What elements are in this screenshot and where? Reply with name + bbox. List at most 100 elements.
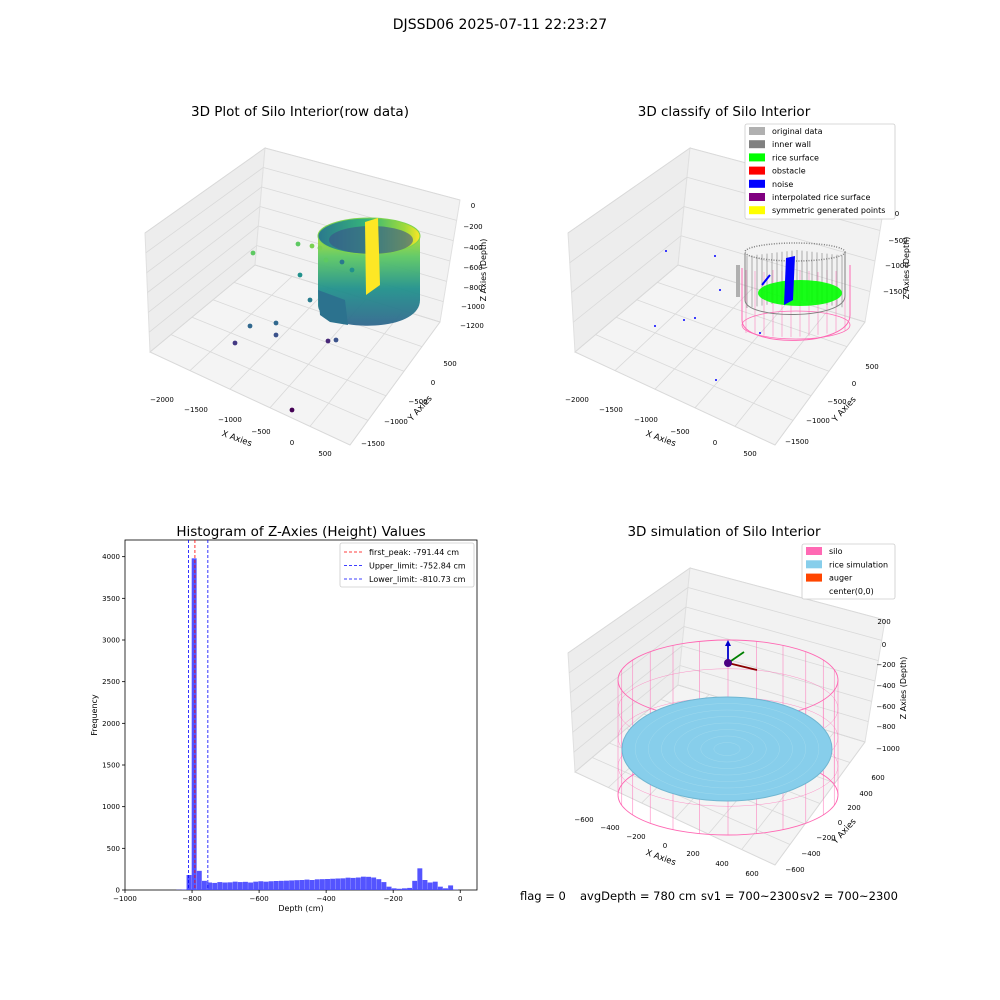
- histogram-bar: [412, 880, 418, 890]
- grid-line: [149, 351, 351, 446]
- histogram-bar: [335, 878, 341, 890]
- x-tick-label: 500: [318, 450, 331, 458]
- grid-line: [148, 245, 257, 333]
- legend-label: rice simulation: [829, 560, 888, 569]
- legend-label: symmetric generated points: [772, 206, 885, 215]
- histogram-bar: [386, 886, 392, 890]
- outlier-point: [295, 241, 301, 247]
- grid-line: [263, 167, 457, 221]
- histogram-bar: [355, 877, 361, 890]
- histogram-bar: [381, 882, 387, 890]
- outlier-point: [323, 257, 329, 263]
- outlier-point: [232, 340, 238, 346]
- x-tick-label: −2000: [150, 396, 174, 404]
- y-tick-label: 0: [116, 887, 120, 895]
- histogram-bar: [366, 876, 372, 890]
- y-tick-label: −1000: [384, 418, 408, 426]
- y-tick-label: −400: [801, 850, 820, 858]
- histogram-bar: [242, 881, 248, 890]
- histogram-bar: [319, 879, 325, 890]
- x-tick-label: 500: [743, 450, 756, 458]
- panel-title: 3D classify of Silo Interior: [638, 104, 811, 120]
- histogram-bar: [196, 870, 202, 890]
- raw-data-3d-panel: 3D Plot of Silo Interior(row data)−2000−…: [144, 104, 488, 458]
- x-tick-label: −2000: [565, 396, 589, 404]
- grid-line: [146, 186, 262, 273]
- z-tick-label: −800: [876, 723, 895, 731]
- z-tick-label: −600: [463, 264, 482, 272]
- histogram-bar: [237, 882, 243, 890]
- x-axis-label: X Axies: [220, 429, 253, 449]
- y-tick-label: −500: [827, 398, 846, 406]
- outlier-point: [273, 332, 279, 338]
- x-tick-label: −1500: [184, 406, 208, 414]
- legend-label: rice surface: [772, 153, 819, 162]
- histogram-bar: [232, 881, 238, 890]
- grid-line: [568, 587, 689, 674]
- grid-line: [685, 606, 879, 662]
- histogram-bar: [330, 878, 336, 890]
- legend-swatch: [806, 573, 822, 582]
- y-tick-label: 0: [838, 819, 842, 827]
- histogram-bar: [268, 881, 274, 890]
- sv2-text: sv2 = 700~2300: [800, 889, 898, 903]
- outlier-point: [250, 250, 256, 256]
- figure-title: DJSSD06 2025-07-11 22:23:27: [392, 17, 608, 33]
- grid-line: [571, 626, 685, 713]
- histogram-bar: [258, 881, 264, 890]
- legend: silo rice simulation auger center(0,0): [801, 543, 896, 600]
- x-arrow: [727, 662, 758, 671]
- legend-label: Upper_limit: -752.84 cm: [369, 562, 466, 571]
- histogram-bar: [222, 882, 228, 890]
- z-tick-label: −1500: [883, 288, 907, 296]
- grid-line: [567, 567, 691, 654]
- histogram-bar: [207, 882, 213, 890]
- legend-label: original data: [772, 127, 823, 136]
- histogram-bar: [407, 887, 413, 890]
- histogram-bar: [227, 882, 233, 890]
- legend-label: center(0,0): [829, 587, 874, 596]
- y-tick-label: 400: [859, 790, 872, 798]
- grid-line: [574, 684, 679, 773]
- flag-text: flag = 0: [520, 889, 566, 903]
- outlier-point: [247, 323, 253, 329]
- grid-line: [689, 567, 886, 621]
- legend-label: auger: [829, 574, 853, 583]
- avg-depth-text: avgDepth = 780 cm: [580, 889, 696, 903]
- inner-wall-top: [744, 242, 846, 262]
- outlier-point: [297, 272, 303, 278]
- x-tick-label: −400: [317, 895, 336, 903]
- y-tick-label: 500: [865, 363, 878, 371]
- grid-line: [681, 645, 872, 702]
- center-marker: [724, 659, 732, 667]
- z-axis-label: Z Axies (Depth): [479, 239, 488, 302]
- grid-line: [264, 147, 461, 201]
- y-tick-label: 1000: [102, 803, 120, 811]
- grid-line: [679, 665, 869, 723]
- grid-line: [570, 606, 687, 693]
- z-tick-label: −1200: [460, 322, 484, 330]
- x-tick-label: −800: [182, 895, 201, 903]
- rice-mesh-ring: [634, 703, 820, 795]
- histogram-bar: [340, 878, 346, 890]
- grid-line: [774, 321, 866, 446]
- histogram-bar: [273, 881, 279, 890]
- grid-line: [572, 645, 683, 733]
- y-axis-label: Y Axies: [830, 816, 859, 847]
- histogram-bar: [284, 880, 289, 890]
- y-tick-label: −200: [816, 834, 835, 842]
- y-tick-label: 3500: [102, 595, 120, 603]
- noise-point: [715, 379, 717, 381]
- histogram-bar: [448, 885, 454, 890]
- x-tick-label: −1000: [113, 895, 137, 903]
- noise-point: [683, 319, 685, 321]
- y-axis-label: Frequency: [90, 694, 99, 736]
- grid-line: [191, 316, 387, 397]
- z-tick-label: −400: [876, 682, 895, 690]
- grid-line: [189, 276, 293, 371]
- legend-swatch: [749, 179, 765, 188]
- legend-label: obstacle: [772, 167, 806, 176]
- z-tick-label: −1000: [461, 303, 485, 311]
- classify-3d-panel: 3D classify of Silo Interior original dat…: [565, 104, 911, 458]
- z-tick-label: −1000: [885, 262, 909, 270]
